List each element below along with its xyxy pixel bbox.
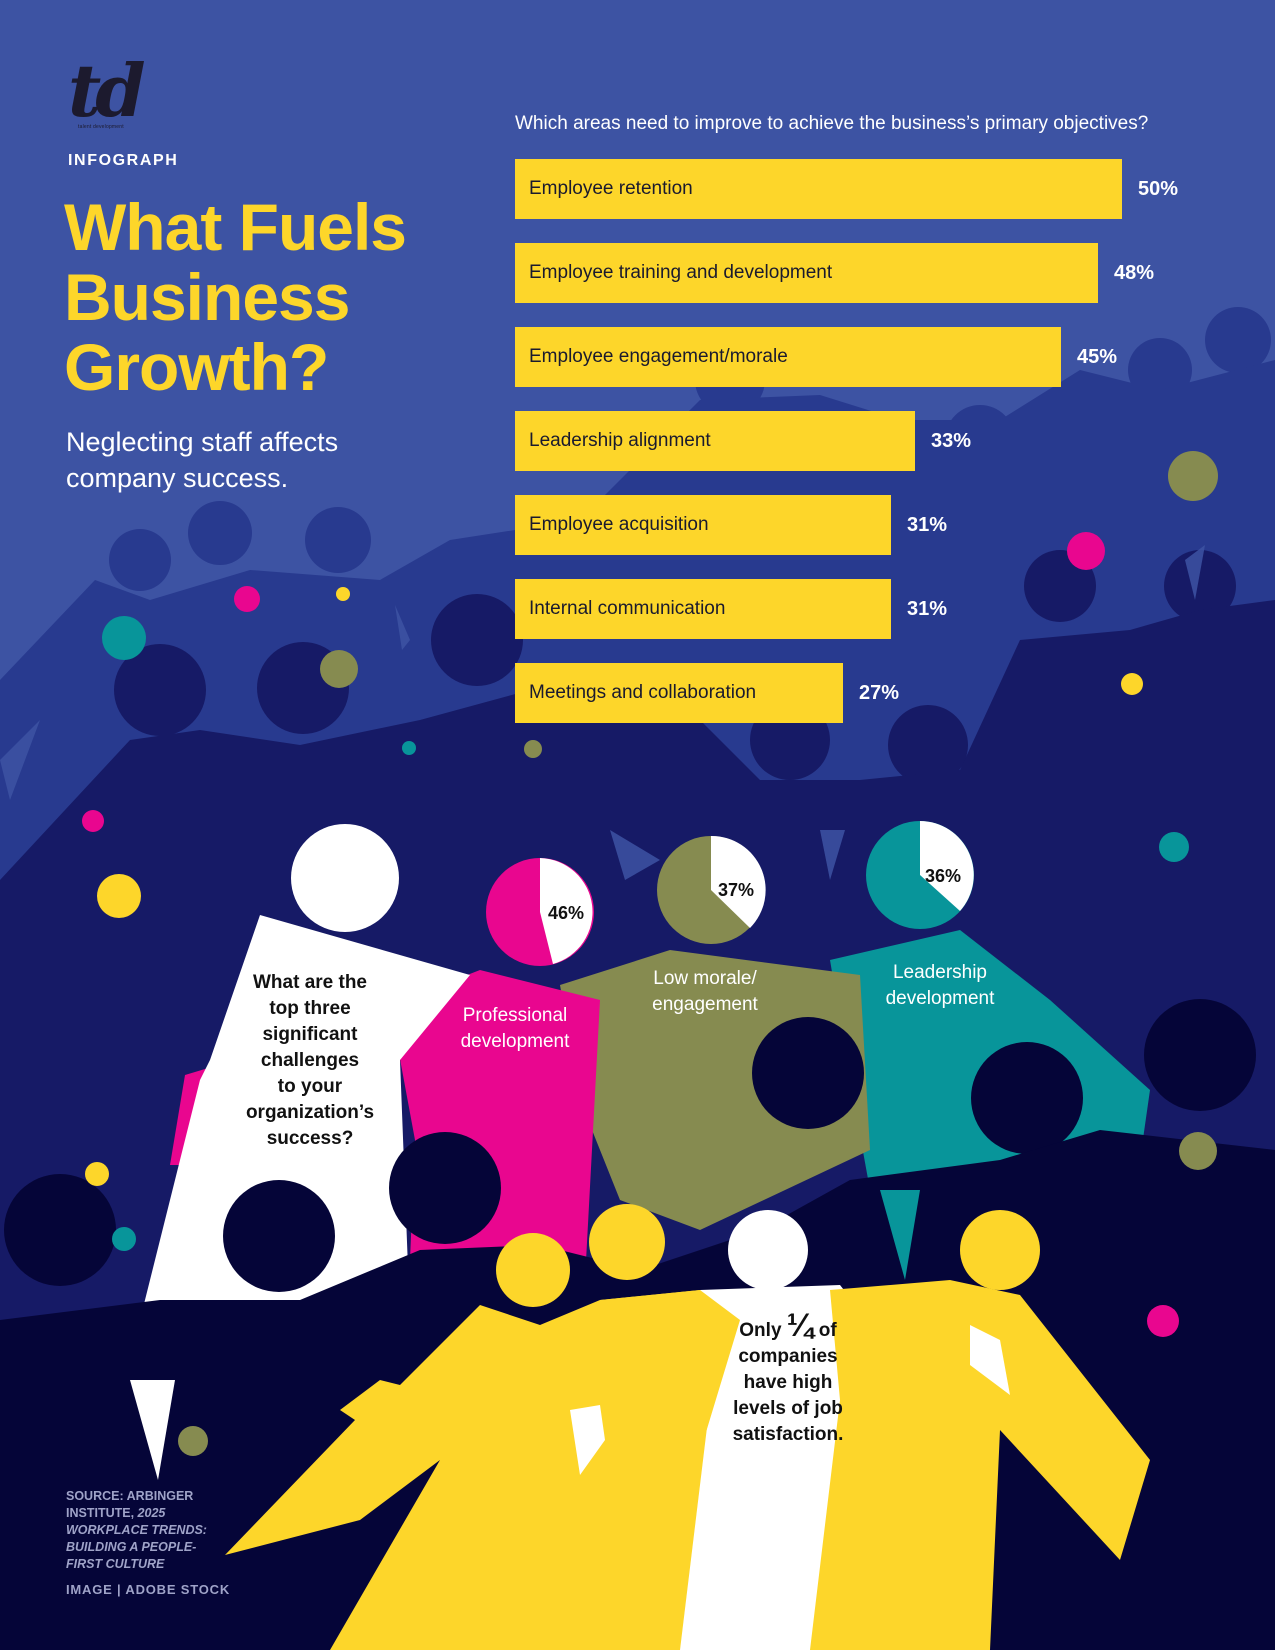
label-line: development — [885, 988, 995, 1009]
stat-line: levels of job — [733, 1398, 843, 1419]
pie-value-professional: 46% — [548, 903, 585, 923]
bar: Employee engagement/morale — [515, 327, 1061, 387]
question-line: organization’s — [245, 1102, 375, 1123]
logo-mark: td — [68, 48, 146, 133]
question-line: What are the — [252, 972, 368, 993]
kicker-label: INFOGRAPH — [68, 152, 179, 169]
page-title: What Fuels Business Growth? — [64, 192, 484, 402]
bar-row: Employee acquisition 31% — [515, 495, 947, 555]
label-line: Leadership — [892, 962, 988, 983]
bar-value: 27% — [859, 681, 900, 704]
question-line: challenges — [260, 1050, 360, 1071]
label-line: development — [460, 1031, 570, 1052]
title-line: What Fuels — [64, 190, 407, 264]
title-line: Business — [64, 260, 350, 334]
bar-row: Meetings and collaboration 27% — [515, 663, 899, 723]
source-line: SOURCE: ARBINGER — [66, 1489, 194, 1503]
bar-value: 33% — [931, 429, 972, 452]
label-line: Professional — [462, 1005, 568, 1026]
bar-value: 31% — [907, 597, 948, 620]
challenge-label-morale: Low morale/ engagement — [630, 966, 780, 1018]
bar-value: 50% — [1138, 177, 1179, 200]
source-title-line: WORKPLACE TRENDS: — [66, 1523, 207, 1537]
stat-suffix: of — [818, 1320, 837, 1341]
subtitle-line: Neglecting staff affects — [66, 427, 339, 457]
bar-value: 45% — [1077, 345, 1118, 368]
stat-fraction: ¼ — [786, 1307, 814, 1343]
challenge-label-leadership: Leadership development — [865, 960, 1015, 1012]
bar: Employee acquisition — [515, 495, 891, 555]
question-line: success? — [266, 1128, 354, 1149]
stat-line: companies — [738, 1346, 838, 1367]
source-line: INSTITUTE, — [66, 1506, 135, 1520]
source-title-line: FIRST CULTURE — [66, 1557, 165, 1571]
label-line: Low morale/ — [653, 968, 757, 989]
td-logo: td talent development — [68, 48, 146, 138]
pie-value-morale: 37% — [718, 880, 755, 900]
source-title-line: BUILDING A PEOPLE- — [66, 1540, 197, 1554]
source-citation: SOURCE: ARBINGER INSTITUTE, 2025 WORKPLA… — [66, 1488, 226, 1573]
logo-subtext: talent development — [78, 124, 124, 130]
bar-row: Internal communication 31% — [515, 579, 947, 639]
bar: Employee training and development — [515, 243, 1098, 303]
question-line: significant — [262, 1024, 358, 1045]
page-subtitle: Neglecting staff affects company success… — [66, 424, 426, 496]
question-line: to your — [277, 1076, 343, 1097]
stat-first-line: Only ¼ of — [708, 1309, 868, 1344]
question-line: top three — [269, 998, 351, 1019]
bar-row: Leadership alignment 33% — [515, 411, 971, 471]
challenges-question: What are the top three significant chall… — [232, 970, 388, 1152]
title-line: Growth? — [64, 330, 329, 404]
bar: Meetings and collaboration — [515, 663, 843, 723]
image-credit: IMAGE | ADOBE STOCK — [66, 1582, 231, 1597]
stat-line: satisfaction. — [732, 1424, 844, 1445]
stat-prefix: Only — [739, 1320, 782, 1341]
job-satisfaction-stat: Only ¼ of companies have high levels of … — [708, 1309, 868, 1448]
bar: Employee retention — [515, 159, 1122, 219]
bar-value: 31% — [907, 513, 948, 536]
source-year: 2025 — [137, 1506, 166, 1520]
bar-value: 48% — [1114, 261, 1155, 284]
bar: Leadership alignment — [515, 411, 915, 471]
bar-row: Employee retention 50% — [515, 159, 1178, 219]
subtitle-line: company success. — [66, 463, 289, 493]
pie-value-leadership: 36% — [925, 866, 962, 886]
stat-line: have high — [743, 1372, 833, 1393]
bar-row: Employee training and development 48% — [515, 243, 1154, 303]
challenge-label-professional: Professional development — [440, 1003, 590, 1055]
bar: Internal communication — [515, 579, 891, 639]
bar-chart-question: Which areas need to improve to achieve t… — [515, 113, 1149, 134]
label-line: engagement — [652, 994, 758, 1015]
bar-row: Employee engagement/morale 45% — [515, 327, 1117, 387]
